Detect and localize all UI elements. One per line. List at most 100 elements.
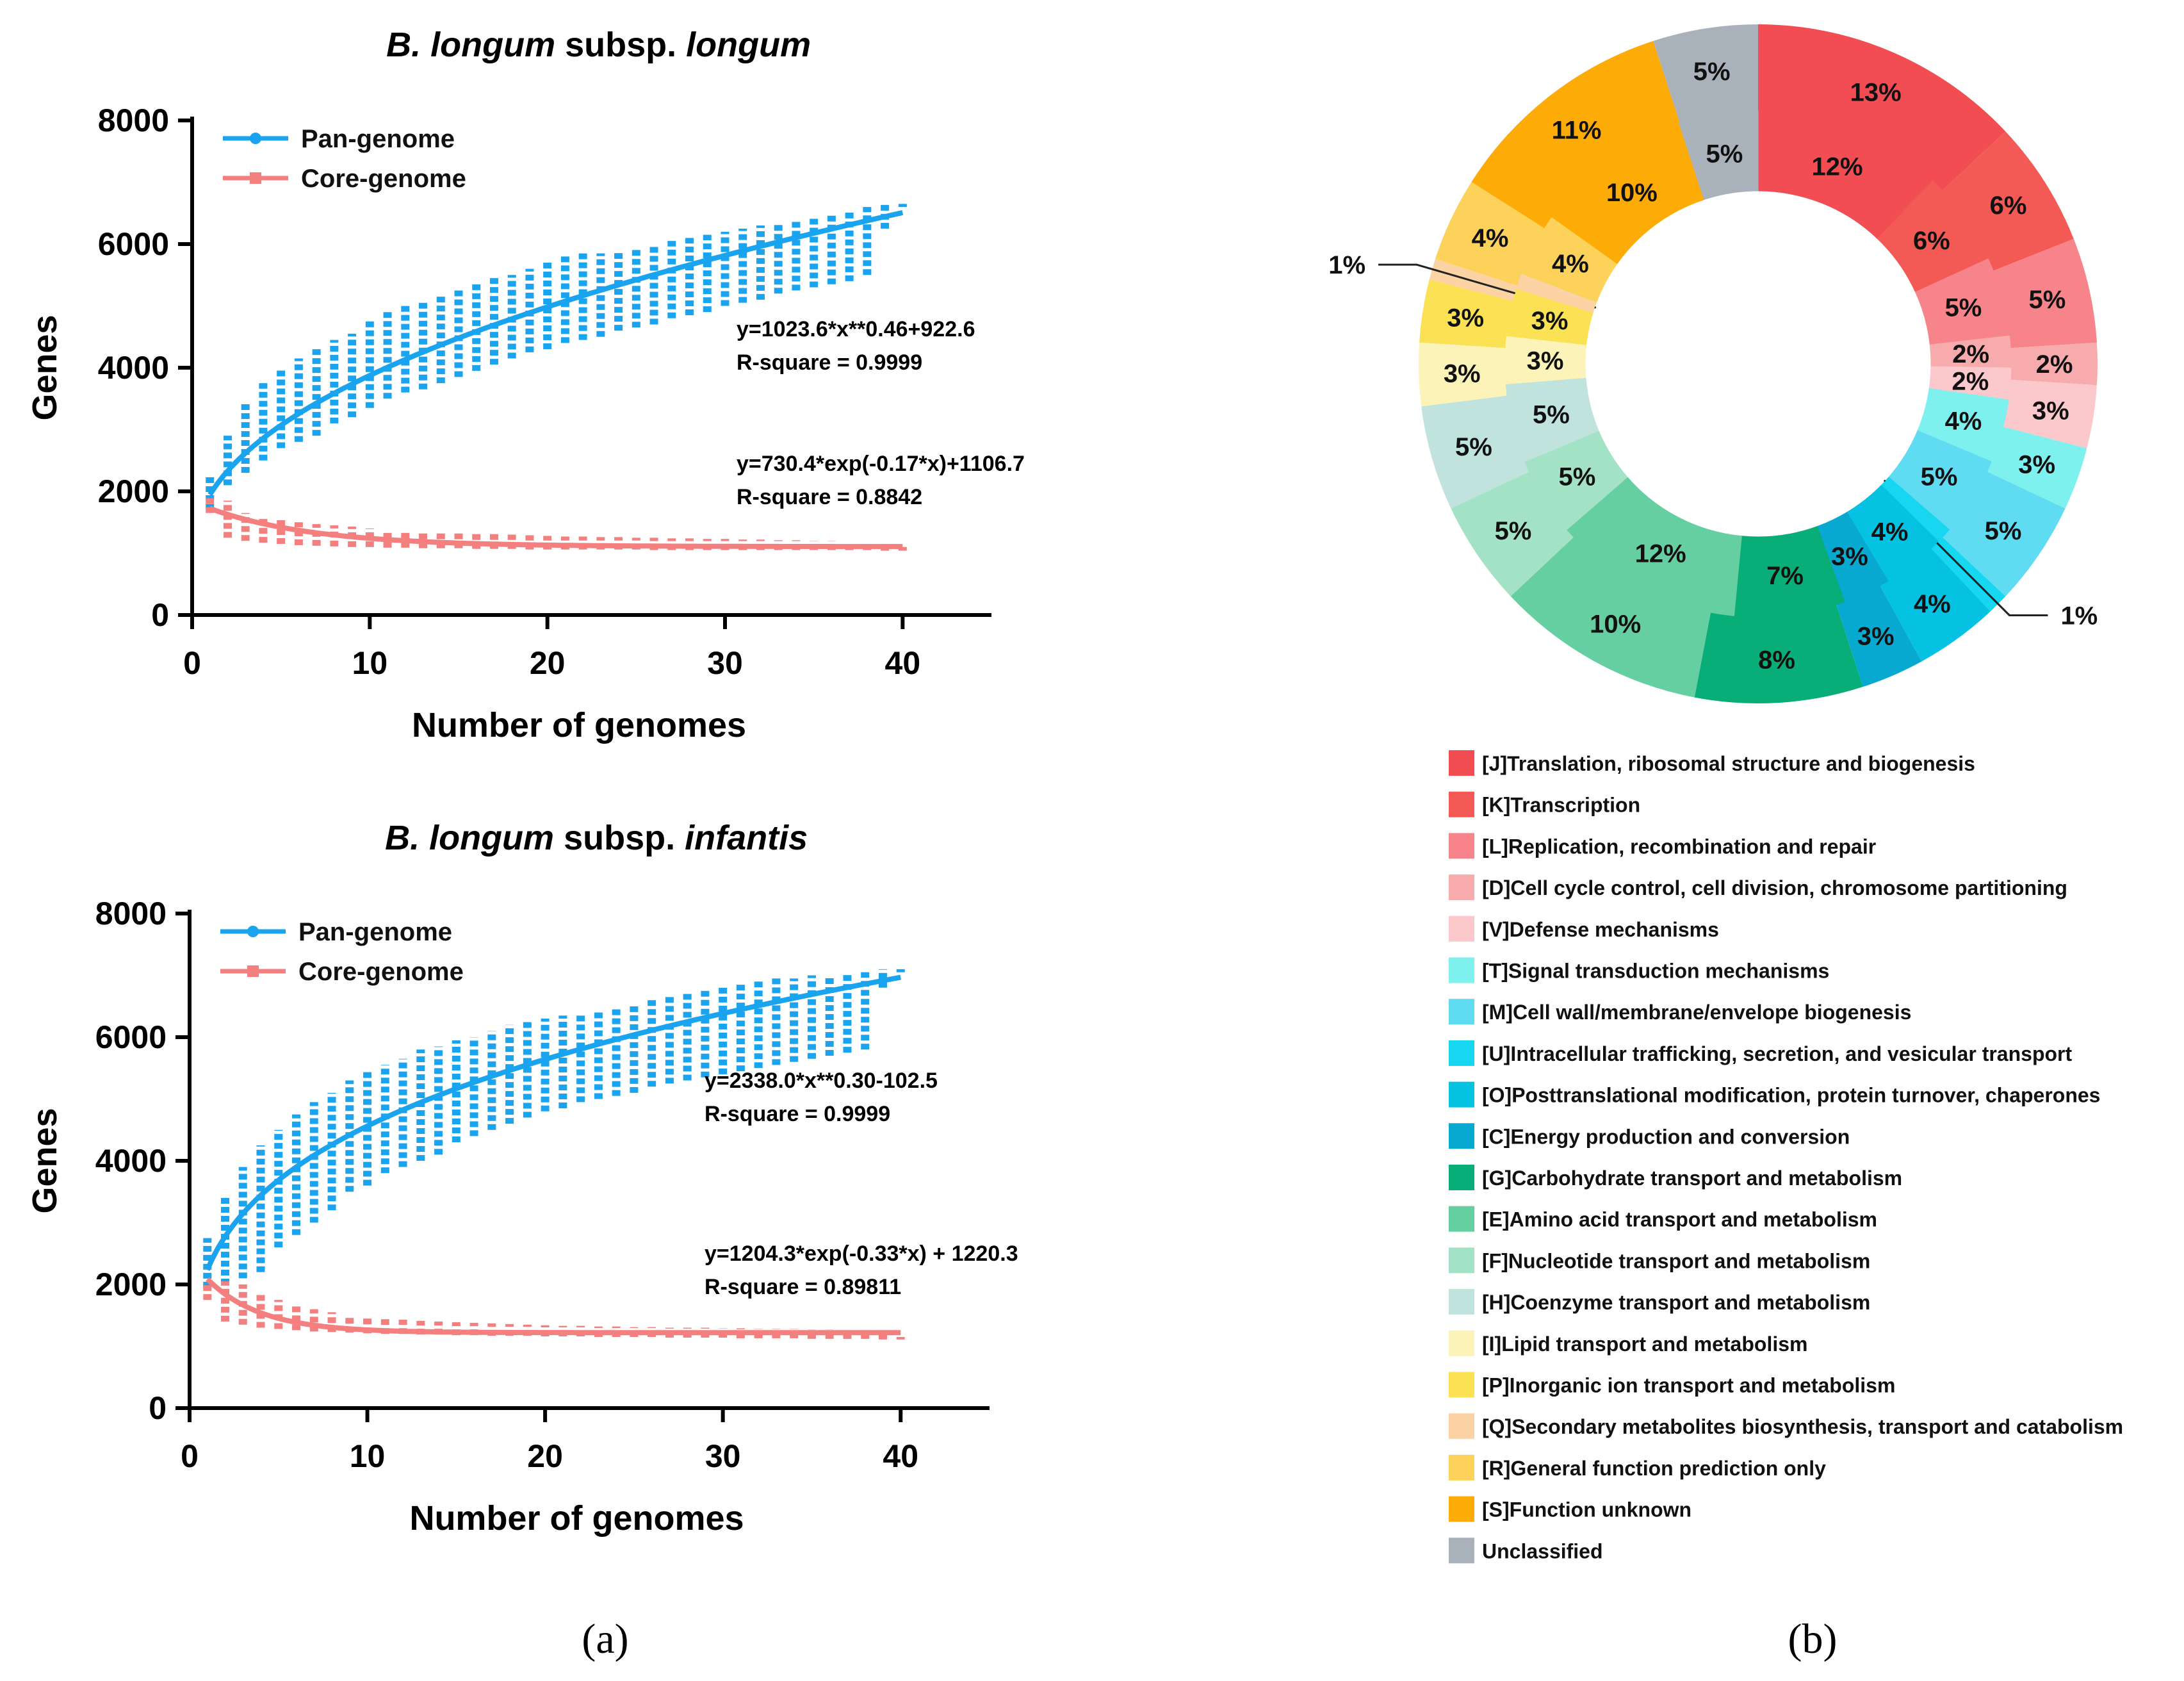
donut-segment-outer	[1836, 586, 1922, 687]
legend-item: [V]Defense mechanisms	[1449, 915, 1719, 942]
y-tick-label: 2000	[95, 1267, 167, 1302]
fit-equation: y=1023.6*x**0.46+922.6	[737, 317, 975, 341]
legend-swatch	[1449, 750, 1474, 776]
legend-swatch	[1449, 833, 1474, 859]
inner-pct-label: 5%	[1559, 463, 1596, 491]
legend-marker	[250, 133, 261, 144]
outer-ring: 13%6%5%2%3%3%5%4%3%8%10%5%5%3%3%4%11%5%	[1419, 24, 2098, 704]
legend-label: [H]Coenzyme transport and metabolism	[1482, 1291, 1870, 1314]
outer-pct-label: 3%	[1447, 304, 1484, 332]
outer-pct-label: 8%	[1758, 646, 1795, 675]
donut-segment-outer	[2003, 379, 2097, 448]
plot-area-infantis: 0 2000 4000 6000 8000 0 10 20 30 40 Number of geno…	[26, 896, 1018, 1538]
y-tick-label: 8000	[98, 102, 169, 138]
legend-label: Core-genome	[298, 958, 464, 986]
fit-line	[209, 505, 903, 550]
outer-pct-label: 3%	[1444, 360, 1481, 388]
title-part: B. longum	[386, 26, 555, 64]
donut-segment-outer	[1993, 238, 2097, 348]
legend-item: [E]Amino acid transport and metabolism	[1449, 1206, 1877, 1232]
legend-item: [J]Translation, ribosomal structure and …	[1449, 750, 1975, 776]
chart-infantis: B. longum subsp. infantis 0 2000 4000 6000 8…	[26, 819, 1018, 1538]
fit-equation: y=1204.3*exp(-0.33*x) + 1220.3	[705, 1242, 1018, 1266]
y-tick-label: 6000	[95, 1019, 167, 1055]
donut-segment-outer	[1419, 342, 1508, 407]
cog-legend: [J]Translation, ribosomal structure and …	[1449, 750, 2123, 1564]
outer-pct-label: 5%	[1985, 517, 2022, 545]
inner-pct-label: 6%	[1913, 227, 1950, 255]
inner-pct-label: 12%	[1812, 152, 1863, 181]
legend-marker	[250, 172, 261, 184]
donut-segment-outer	[1419, 279, 1513, 348]
outer-pct-label: 5%	[1693, 58, 1731, 86]
leader-line	[1378, 263, 1516, 295]
inner-pct-label: 7%	[1766, 562, 1804, 590]
donut-segment-outer	[1694, 604, 1863, 704]
donut-segment-outer	[1421, 395, 1529, 509]
legend-label: [L]Replication, recombination and repair	[1482, 835, 1876, 858]
legend-label: [D]Cell cycle control, cell division, ch…	[1482, 876, 2067, 899]
outer-pct-label: 3%	[2032, 397, 2069, 425]
chart-title-longum: B. longum subsp. longum	[386, 26, 811, 64]
legend-label: Pan-genome	[298, 918, 452, 946]
series-pan-genome	[203, 969, 905, 1288]
legend-swatch	[1449, 1496, 1474, 1522]
legend-item: [U]Intracellular trafficking, secretion,…	[1449, 1040, 2072, 1066]
legend-item: [Q]Secondary metabolites biosynthesis, t…	[1449, 1413, 2123, 1439]
legend-item: [H]Coenzyme transport and metabolism	[1449, 1289, 1870, 1315]
legend-label: [E]Amino acid transport and metabolism	[1482, 1208, 1877, 1231]
donut-segment-outer	[1653, 24, 1758, 124]
y-axis-label: Genes	[26, 315, 64, 420]
inner-pct-label: 2%	[1952, 367, 1989, 395]
legend-item: Unclassified	[1449, 1538, 1603, 1564]
x-tick-label: 0	[183, 645, 201, 681]
legend-item: [R]General function prediction only	[1449, 1454, 1826, 1480]
y-tick-label: 2000	[98, 473, 169, 509]
inner-pct-label: 4%	[1945, 407, 1982, 436]
legend-item: [K]Transcription	[1449, 791, 1640, 817]
inner-pct-label: 5%	[1945, 293, 1982, 322]
legend-label: [V]Defense mechanisms	[1482, 918, 1719, 941]
legend-swatch	[1449, 957, 1474, 983]
donut-segment-outer	[1987, 427, 2087, 509]
x-tick-label: 40	[885, 645, 921, 681]
x-tick-label: 0	[181, 1438, 199, 1474]
donut-segment-outer	[1510, 537, 1711, 698]
outer-pct-label: 2%	[2036, 350, 2073, 379]
fit-equation: R-square = 0.9999	[705, 1102, 890, 1126]
series-core-genome	[203, 1277, 905, 1340]
inner-pct-label: 5%	[1921, 463, 1958, 491]
fit-line	[208, 210, 904, 496]
legend-swatch	[1449, 999, 1474, 1025]
x-axis-label: Number of genomes	[409, 1499, 744, 1538]
legend-label: [M]Cell wall/membrane/envelope biogenesi…	[1482, 1001, 1911, 1024]
y-tick-label: 8000	[95, 896, 167, 931]
legend-item: [I]Lipid transport and metabolism	[1449, 1330, 1807, 1356]
title-part: subsp.	[554, 819, 685, 857]
legend-item: [S]Function unknown	[1449, 1496, 1691, 1522]
x-tick-label: 20	[527, 1438, 563, 1474]
legend-label: [S]Function unknown	[1482, 1498, 1691, 1521]
legend-label: [J]Translation, ribosomal structure and …	[1482, 752, 1975, 775]
series-pan-genome	[206, 204, 907, 510]
legend-swatch	[1449, 1330, 1474, 1356]
outer-pct-label: 11%	[1552, 117, 1602, 145]
legend-item: [L]Replication, recombination and repair	[1449, 833, 1876, 859]
outer-pct-label: 5%	[1495, 517, 1532, 545]
y-tick-label: 4000	[95, 1143, 167, 1179]
legend-item: [M]Cell wall/membrane/envelope biogenesi…	[1449, 999, 1911, 1025]
chart-title-infantis: B. longum subsp. infantis	[385, 819, 808, 857]
legend-swatch	[1449, 1081, 1474, 1108]
legend-label: [P]Inorganic ion transport and metabolis…	[1482, 1374, 1895, 1397]
donut-segment-inner	[1679, 110, 1759, 201]
legend-item-pan-genome: Pan-genome	[223, 125, 455, 153]
donut-segment-outer	[1942, 131, 2074, 271]
plot-area-longum: 0 2000 4000 6000 8000 0 10 20 30 40 Number of geno…	[26, 102, 1025, 744]
legend-item-pan-genome: Pan-genome	[220, 918, 452, 946]
chart-longum: B. longum subsp. longum 0 2000 4000 6000 800…	[26, 26, 1025, 744]
legend-label: [O]Posttranslational modification, prote…	[1482, 1084, 2100, 1107]
legend-swatch	[1449, 1289, 1474, 1315]
fit-line	[206, 1277, 901, 1336]
donut-segment-outer	[1435, 182, 1545, 286]
